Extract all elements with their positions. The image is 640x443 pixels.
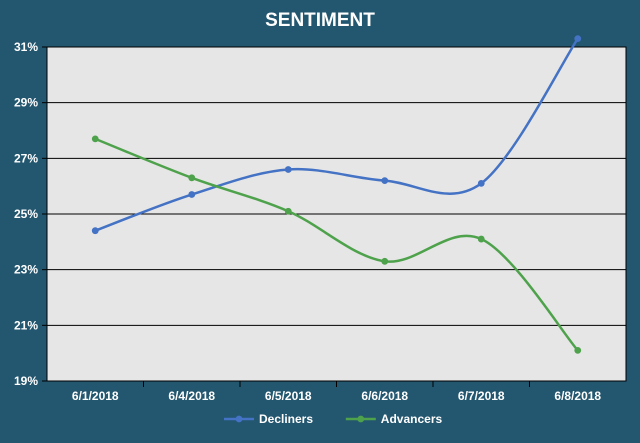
legend-marker-advancers	[357, 415, 365, 423]
data-point-advancers	[381, 257, 389, 265]
data-point-advancers	[574, 346, 582, 354]
y-tick-label: 29%	[14, 96, 38, 110]
data-point-decliners	[188, 191, 196, 198]
series-line-advancers	[94, 137, 579, 352]
data-point-advancers	[91, 135, 99, 143]
x-tick-label: 6/4/2018	[168, 389, 215, 403]
x-tick-label: 6/1/2018	[72, 389, 119, 403]
data-point-decliners	[574, 35, 582, 43]
legend-marker-decliners	[235, 415, 243, 423]
data-point-advancers	[477, 235, 485, 243]
series-line-decliners	[94, 37, 579, 232]
data-point-decliners	[284, 166, 292, 173]
data-point-advancers	[188, 174, 196, 182]
x-tick-label: 6/8/2018	[554, 389, 601, 403]
chart-title: SENTIMENT	[265, 10, 375, 31]
data-point-advancers	[284, 207, 292, 215]
data-point-decliners	[381, 177, 389, 185]
y-tick-label: 31%	[14, 40, 38, 54]
data-point-decliners	[477, 179, 485, 187]
y-tick-label: 23%	[14, 263, 38, 277]
y-tick-label: 21%	[14, 318, 38, 332]
y-tick-label: 19%	[14, 374, 38, 388]
y-tick-label: 27%	[14, 151, 38, 165]
x-tick-label: 6/5/2018	[265, 389, 312, 403]
legend-label-advancers: Advancers	[381, 412, 443, 426]
x-tick-label: 6/6/2018	[361, 389, 408, 403]
x-tick-label: 6/7/2018	[458, 389, 505, 403]
y-tick-label: 25%	[14, 207, 38, 221]
data-point-decliners	[91, 227, 99, 235]
legend-label-decliners: Decliners	[259, 412, 313, 426]
